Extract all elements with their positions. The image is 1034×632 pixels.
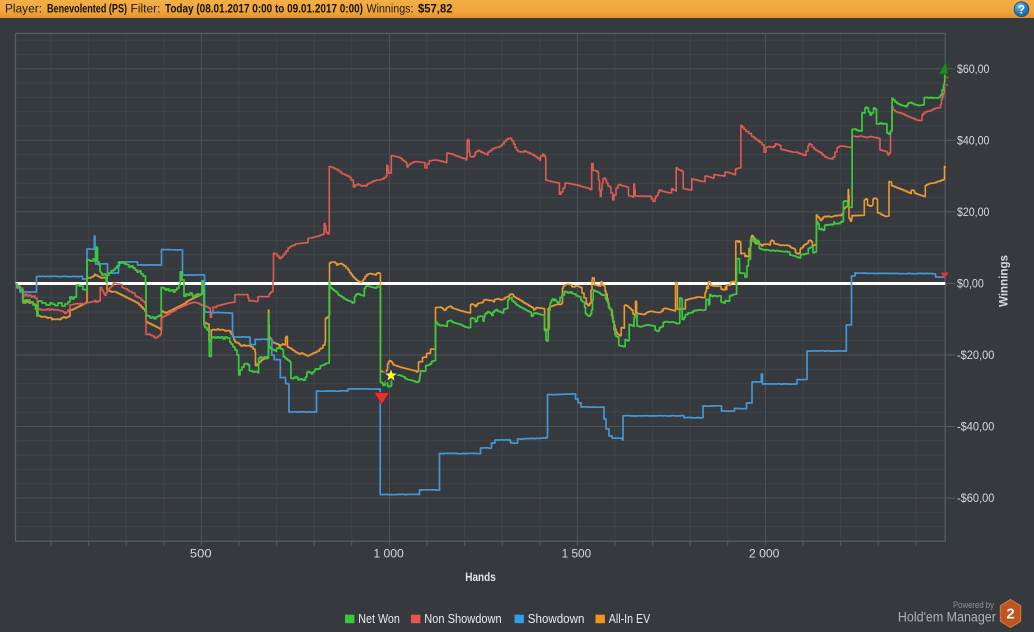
svg-text:1 500: 1 500	[562, 549, 592, 561]
svg-text:-$40,00: -$40,00	[957, 420, 995, 434]
svg-text:$40,00: $40,00	[957, 134, 990, 148]
svg-text:Hands: Hands	[465, 570, 496, 584]
svg-text:Net Won: Net Won	[358, 612, 400, 626]
svg-text:500: 500	[190, 549, 212, 561]
svg-text:$57,82: $57,82	[418, 4, 453, 16]
svg-text:1 000: 1 000	[373, 549, 404, 561]
svg-text:Winnings: Winnings	[997, 255, 1011, 307]
svg-text:?: ?	[1018, 4, 1025, 16]
svg-text:$0,00: $0,00	[957, 277, 984, 291]
svg-text:Today (08.01.2017 0:00 to 09.0: Today (08.01.2017 0:00 to 09.01.2017 0:0…	[165, 4, 363, 16]
svg-text:-$60,00: -$60,00	[957, 491, 995, 505]
svg-text:All-In EV: All-In EV	[609, 612, 651, 626]
svg-text:$20,00: $20,00	[957, 205, 990, 219]
svg-text:-$20,00: -$20,00	[957, 348, 995, 362]
svg-text:Non Showdown: Non Showdown	[424, 612, 501, 626]
svg-text:Showdown: Showdown	[528, 612, 585, 626]
svg-text:2 000: 2 000	[749, 549, 780, 561]
svg-text:Player:: Player:	[5, 4, 42, 16]
svg-text:$60,00: $60,00	[957, 62, 990, 76]
svg-text:Powered by: Powered by	[953, 600, 994, 611]
svg-text:Filter:: Filter:	[131, 4, 161, 16]
svg-text:2: 2	[1006, 606, 1014, 623]
svg-text:Hold'em Manager: Hold'em Manager	[898, 610, 996, 625]
svg-text:Benevolented (PS): Benevolented (PS)	[47, 4, 127, 16]
svg-text:Winnings:: Winnings:	[367, 4, 414, 16]
